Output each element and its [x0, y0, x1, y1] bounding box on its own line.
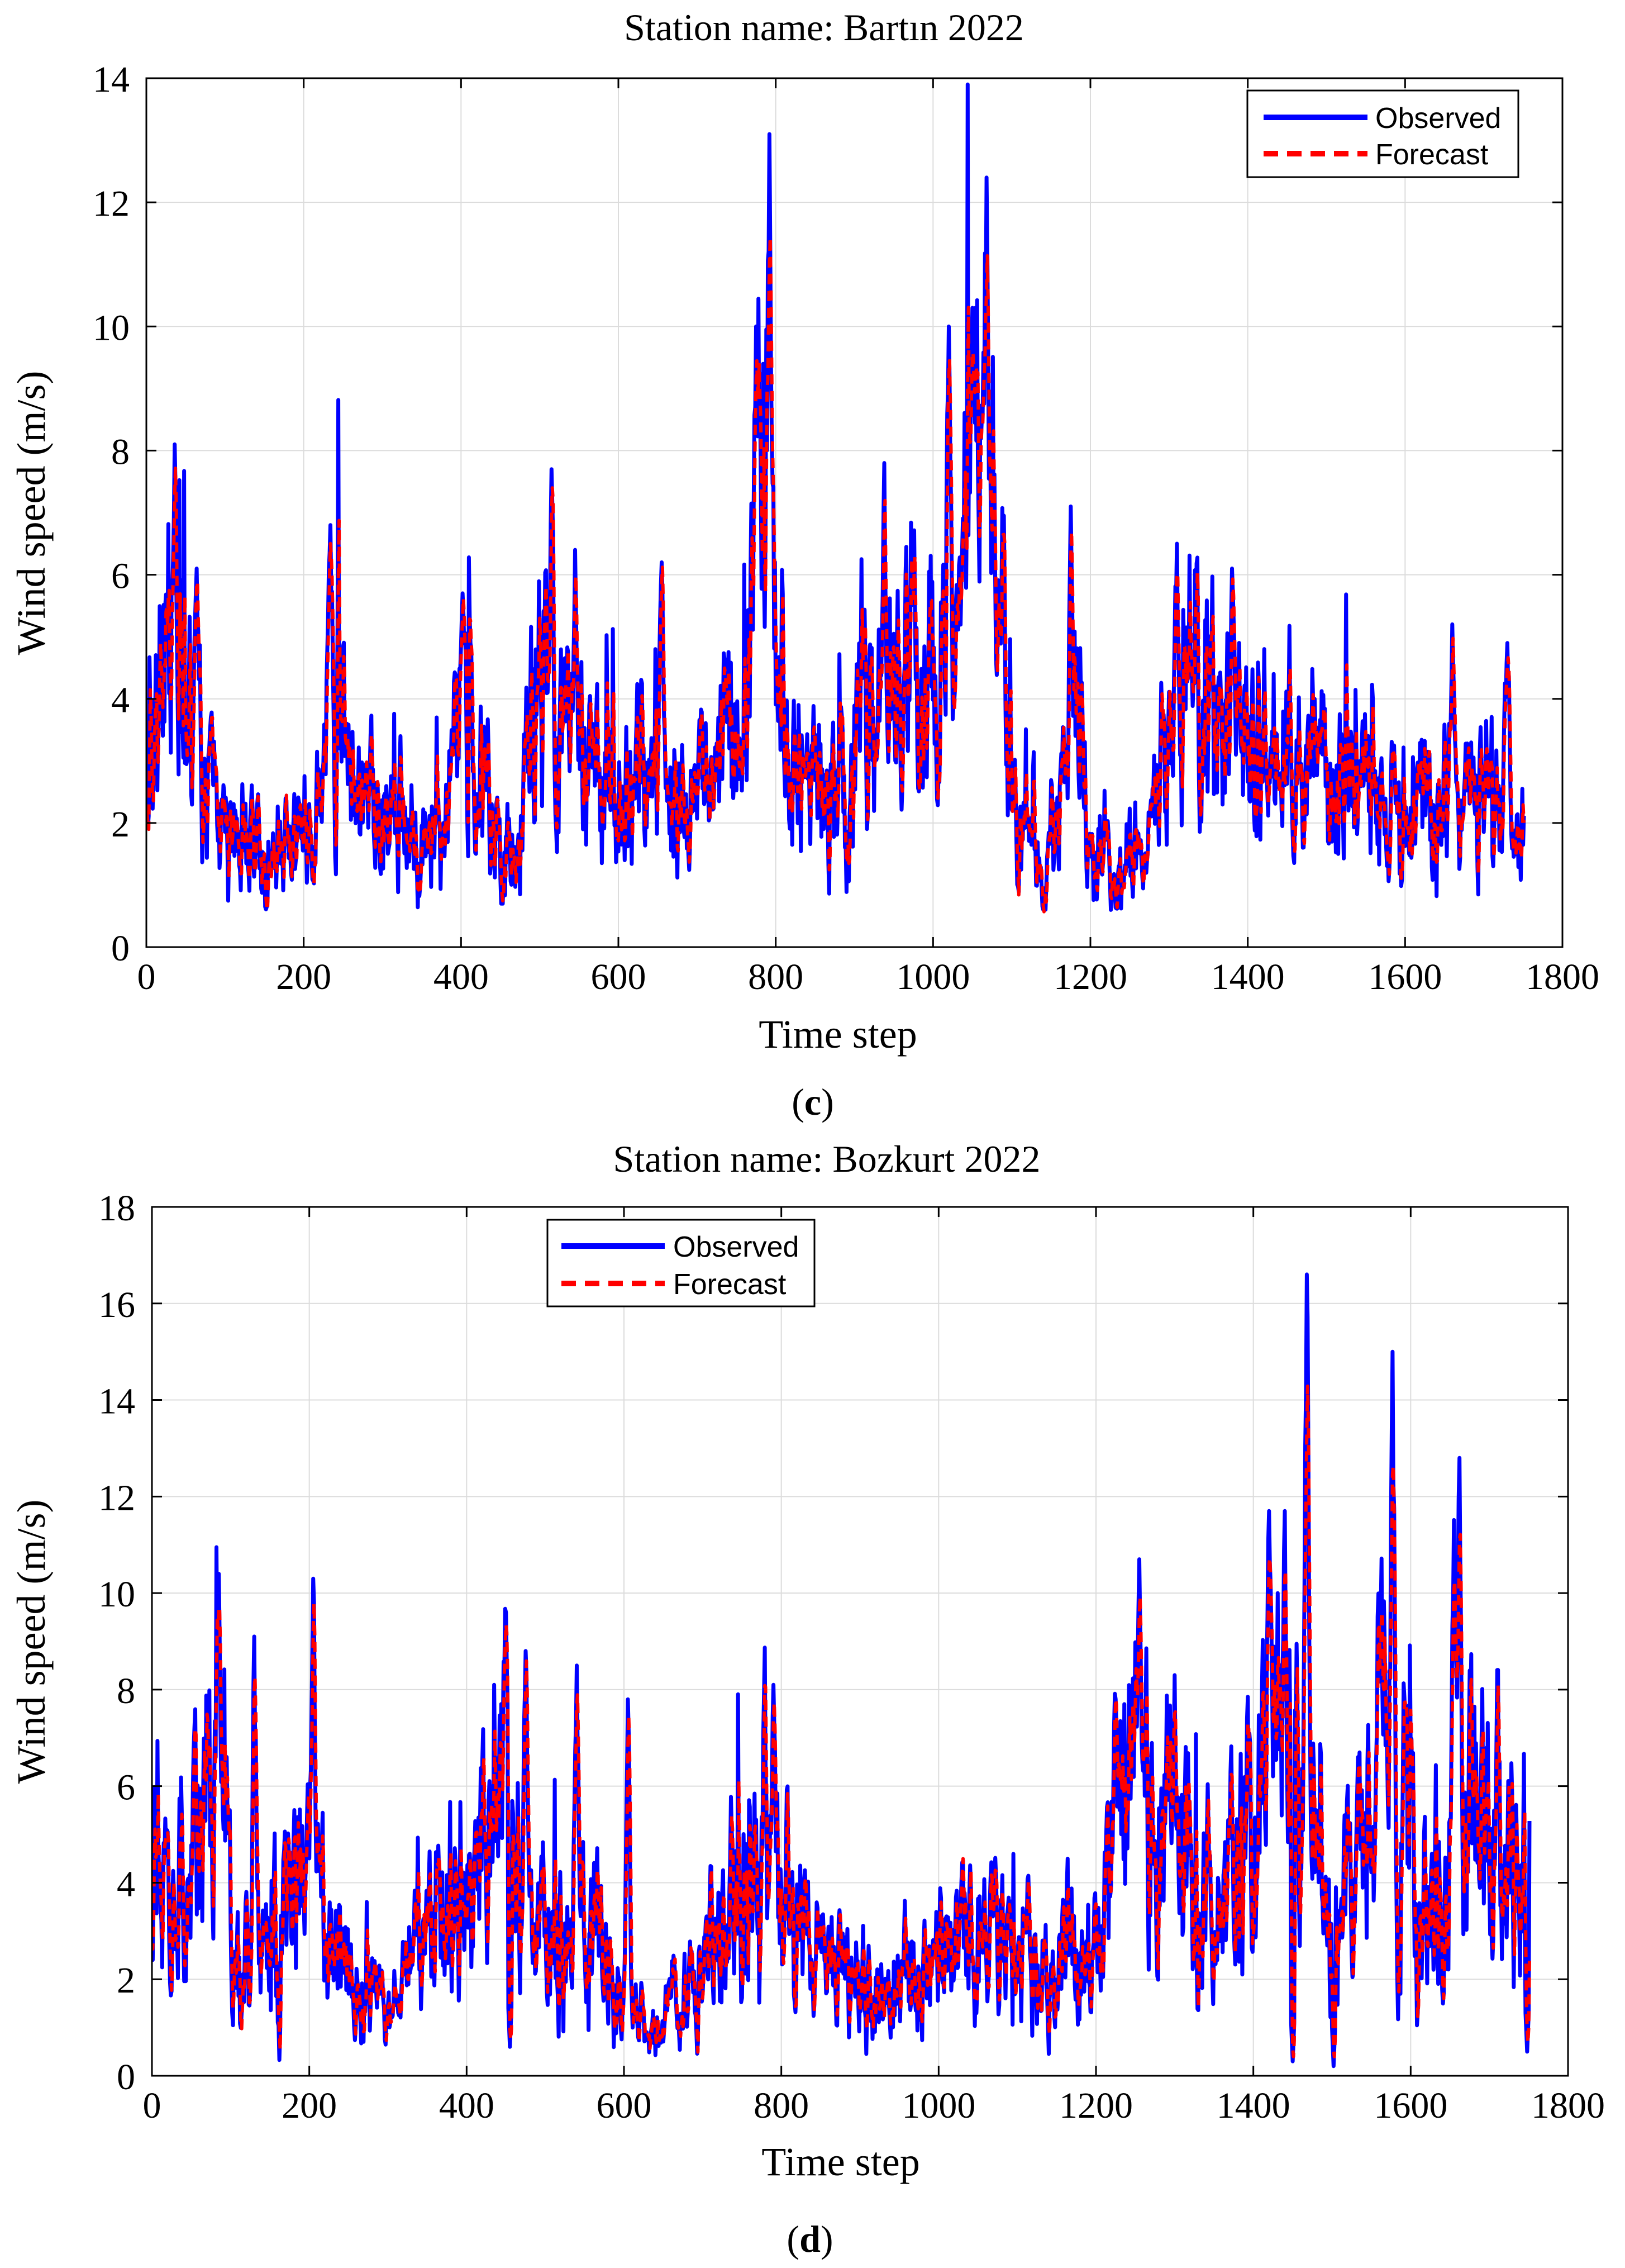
x-tick-label: 400 [433, 957, 489, 997]
forecast-series-line [146, 235, 1526, 914]
chart-title: Station name: Bozkurt 2022 [613, 1138, 1041, 1180]
x-tick-label: 1400 [1217, 2085, 1290, 2126]
x-tick-label: 0 [137, 957, 156, 997]
y-tick-label: 6 [117, 1767, 135, 1808]
legend: Observed Forecast [546, 1219, 816, 1307]
legend-observed-label: Observed [1375, 102, 1501, 135]
y-tick-label: 0 [117, 2057, 135, 2098]
y-tick-label: 14 [93, 59, 130, 100]
x-axis-ticks: 0 200 400 600 800 1000 1200 1400 1600 1800 [137, 78, 1599, 997]
forecast-series-line [152, 1384, 1531, 2058]
y-tick-label: 4 [111, 680, 130, 721]
x-tick-label: 1600 [1368, 957, 1442, 997]
x-tick-label: 200 [276, 957, 331, 997]
y-tick-label: 10 [98, 1574, 135, 1615]
legend-box [546, 1219, 816, 1307]
x-axis-label: Time step [761, 2139, 919, 2184]
x-tick-label: 1800 [1531, 2085, 1605, 2126]
legend-observed-label: Observed [673, 1231, 799, 1263]
y-tick-label: 16 [98, 1285, 135, 1325]
y-tick-label: 8 [117, 1671, 135, 1711]
panel-caption: (d) [787, 2218, 833, 2260]
data-series [146, 82, 1526, 914]
y-tick-label: 14 [98, 1381, 135, 1422]
y-tick-label: 18 [98, 1188, 135, 1229]
data-series [152, 1272, 1532, 2069]
x-tick-label: 1600 [1374, 2085, 1447, 2126]
legend-forecast-label: Forecast [673, 1268, 787, 1301]
x-tick-label: 600 [591, 957, 646, 997]
y-tick-label: 12 [98, 1477, 135, 1518]
chart-title: Station name: Bartın 2022 [624, 6, 1024, 49]
legend: Observed Forecast [1246, 89, 1519, 178]
y-tick-label: 0 [111, 928, 130, 969]
chart-panel-d: Station name: Bozkurt 2022 0 200 400 600 800… [9, 1138, 1605, 2260]
y-tick-label: 8 [111, 431, 130, 472]
x-tick-label: 0 [143, 2085, 161, 2126]
legend-forecast-label: Forecast [1375, 139, 1489, 171]
x-tick-label: 1000 [896, 957, 970, 997]
x-tick-label: 1000 [902, 2085, 975, 2126]
x-tick-label: 1200 [1059, 2085, 1133, 2126]
y-axis-ticks: 0 2 4 6 8 10 12 14 [93, 59, 1562, 969]
y-tick-label: 12 [93, 183, 130, 224]
x-tick-label: 1400 [1211, 957, 1285, 997]
x-axis-label: Time step [759, 1012, 917, 1057]
x-tick-label: 600 [597, 2085, 652, 2126]
y-tick-label: 10 [93, 307, 130, 348]
y-axis-ticks: 0 2 4 6 8 10 12 14 16 18 [98, 1188, 1568, 2098]
y-axis-label: Wind speed (m/s) [9, 1500, 54, 1784]
x-tick-label: 800 [754, 2085, 809, 2126]
x-tick-label: 1200 [1054, 957, 1127, 997]
plot-frame [151, 1206, 1569, 2077]
y-tick-label: 6 [111, 556, 130, 597]
chart-panel-c: Station name: Bartın 2022 0 200 400 600 800 1… [9, 6, 1599, 1123]
plot-area [152, 1207, 1568, 2076]
plot-frame [145, 77, 1564, 948]
x-tick-label: 800 [748, 957, 803, 997]
x-tick-label: 400 [439, 2085, 494, 2126]
y-axis-label: Wind speed (m/s) [9, 371, 54, 655]
panel-caption: (c) [792, 1081, 834, 1123]
y-tick-label: 2 [117, 1960, 135, 2001]
legend-box [1246, 89, 1519, 178]
y-tick-label: 2 [111, 804, 130, 845]
x-tick-label: 1800 [1526, 957, 1599, 997]
y-tick-label: 4 [117, 1863, 135, 1904]
x-tick-label: 200 [282, 2085, 337, 2126]
x-axis-ticks: 0 200 400 600 800 1000 1200 1400 1600 1800 [143, 1207, 1605, 2126]
